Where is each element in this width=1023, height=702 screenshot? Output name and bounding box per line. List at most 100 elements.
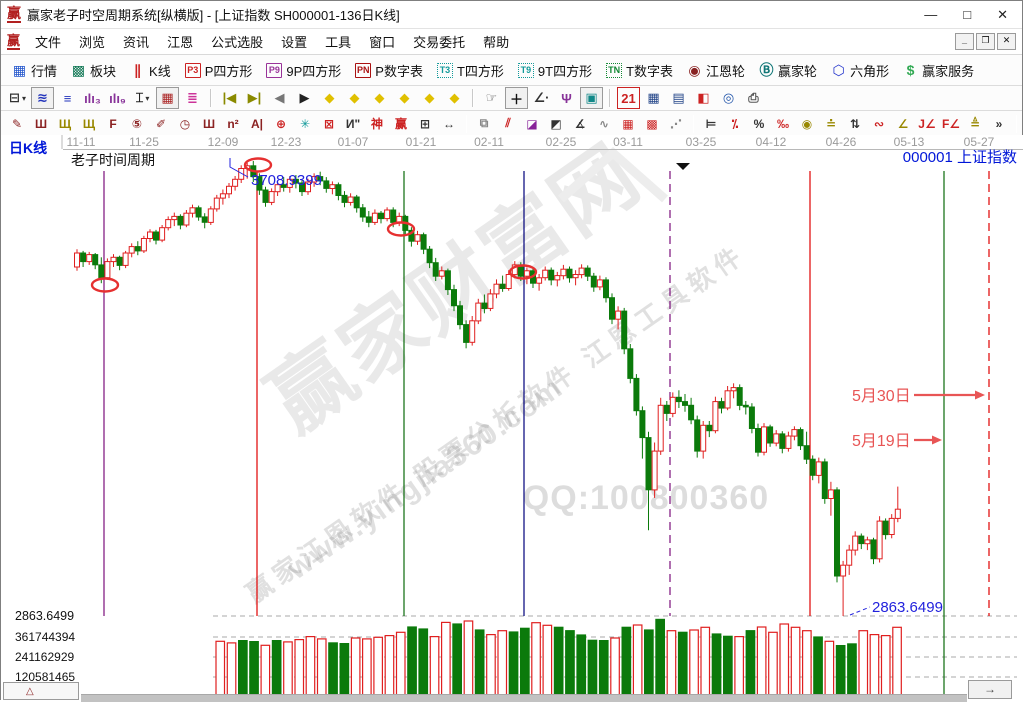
- percent-grid-tool-button[interactable]: ‰: [777, 116, 789, 131]
- hexagon-button[interactable]: ⬡ 六角形: [824, 59, 896, 82]
- prev-bar-button[interactable]: ◀: [274, 90, 285, 105]
- box-rays-tool-button[interactable]: ◩: [550, 116, 562, 131]
- f-grid-tool-button[interactable]: F: [109, 116, 117, 131]
- p9-square-button[interactable]: P9 9P四方形: [259, 59, 348, 82]
- boxed-fan-tool-button[interactable]: ◪: [526, 116, 538, 131]
- diamond-plus-button[interactable]: ◆: [424, 90, 435, 105]
- menu-help[interactable]: 帮助: [483, 34, 510, 50]
- diamond-star-button[interactable]: ◆: [449, 90, 460, 105]
- gold-angle-tool-button[interactable]: ∠: [897, 116, 909, 131]
- compass-tool-button[interactable]: ⊕: [275, 116, 287, 131]
- more-tools-chevron[interactable]: »: [995, 116, 1003, 131]
- maze-tool-button[interactable]: ▣: [580, 87, 603, 109]
- gold-grid2-tool-button[interactable]: Щ: [82, 116, 96, 131]
- bars9-button[interactable]: ılı₉: [109, 90, 126, 106]
- numbered-grid-tool-button[interactable]: ⊞: [419, 116, 431, 131]
- menu-tools[interactable]: 工具: [325, 34, 352, 50]
- menu-formula-stock-pick[interactable]: 公式选股: [211, 34, 264, 50]
- red-grid-box-tool-button[interactable]: ▩: [646, 116, 658, 131]
- zigzag-chart-button[interactable]: ≋: [31, 87, 54, 109]
- diamond-left-button[interactable]: ◆: [324, 90, 335, 105]
- gold-grid-tool-button[interactable]: Щ: [58, 116, 72, 131]
- a-line-tool-button[interactable]: A|: [250, 116, 264, 131]
- wave-tool-button[interactable]: ∿: [598, 116, 610, 131]
- histogram-button[interactable]: ≣: [187, 90, 198, 105]
- window-close-button[interactable]: ✕: [997, 7, 1008, 22]
- p-square-button[interactable]: P3 P四方形: [178, 59, 260, 82]
- angle-measure-button[interactable]: ∠·: [533, 90, 550, 105]
- goto-last-button[interactable]: ▶|: [247, 90, 262, 105]
- menu-window[interactable]: 窗口: [369, 34, 396, 50]
- candle-style-button[interactable]: ⌶: [131, 87, 154, 109]
- diamond-leftright-button[interactable]: ◆: [374, 90, 385, 105]
- window-maximize-button[interactable]: □: [963, 7, 972, 22]
- quotes-button[interactable]: ▦ 行情: [5, 59, 64, 82]
- crosshair-button[interactable]: ＋: [505, 87, 528, 109]
- angles-tool-button[interactable]: ∡: [574, 116, 586, 131]
- five-grid-tool-button[interactable]: ⑤: [131, 116, 143, 131]
- diamond-right-button[interactable]: ◆: [349, 90, 360, 105]
- window-layout-button[interactable]: ⊟: [6, 87, 29, 109]
- grid2-tool-button[interactable]: Ш: [202, 116, 216, 131]
- shen-tool-button[interactable]: 神: [370, 117, 383, 131]
- gold-angle2-tool-button[interactable]: ≜: [969, 116, 981, 131]
- wave-quote-tool-button[interactable]: И": [345, 116, 361, 131]
- window-minimize-button[interactable]: —: [924, 7, 938, 22]
- mdi-minimize-button[interactable]: _: [955, 33, 974, 50]
- notes-button[interactable]: ▤: [672, 90, 685, 105]
- calculator-button[interactable]: ▦: [647, 90, 660, 105]
- volume-pane-expand-button[interactable]: △: [3, 682, 79, 700]
- arrow-pencil-tool-button[interactable]: ⇅: [849, 116, 861, 131]
- mdi-restore-button[interactable]: ❐: [976, 33, 995, 50]
- n-square-tool-button[interactable]: n²: [227, 116, 239, 131]
- pencil-tool-button[interactable]: ✎: [11, 116, 23, 131]
- bars3-button[interactable]: ılı₃: [84, 90, 101, 106]
- calendar-button[interactable]: 21: [617, 87, 640, 109]
- percent-line-tool-button[interactable]: ⁒: [731, 116, 739, 131]
- percent-tool-button[interactable]: %: [753, 116, 765, 131]
- horizontal-scrollbar[interactable]: [81, 694, 967, 702]
- grid-tool-button[interactable]: Ш: [34, 116, 48, 131]
- parallel-lines-tool-button[interactable]: ⋰: [670, 116, 682, 131]
- mdi-close-button[interactable]: ✕: [997, 33, 1016, 50]
- gann-fan-tool-button[interactable]: ⫽: [505, 116, 511, 130]
- menu-file[interactable]: 文件: [35, 34, 62, 50]
- t-square-button[interactable]: T3 T四方形: [430, 59, 511, 82]
- winner-wheel-button[interactable]: Ⓑ 赢家轮: [752, 59, 824, 82]
- f-angle-tool-button[interactable]: F∠: [941, 116, 961, 131]
- gann-wheel-button[interactable]: ◉ 江恩轮: [680, 59, 752, 82]
- hand-tool-button[interactable]: ☞: [485, 90, 498, 105]
- gold-circle-tool-button[interactable]: ◉: [801, 116, 813, 131]
- sectors-button[interactable]: ▩ 板块: [64, 59, 123, 82]
- scroll-right-button[interactable]: →: [968, 680, 1012, 699]
- t-number-table-button[interactable]: TN T数字表: [599, 59, 680, 82]
- t9-square-button[interactable]: T9 9T四方形: [511, 59, 599, 82]
- gold-line-tool-button[interactable]: ≐: [825, 116, 837, 131]
- gann-shape-button[interactable]: Ψ: [561, 90, 572, 106]
- j-angle-tool-button[interactable]: J∠: [918, 116, 936, 131]
- menu-settings[interactable]: 设置: [281, 34, 308, 50]
- win-tool-button[interactable]: 赢: [394, 117, 407, 131]
- p-number-table-button[interactable]: PN P数字表: [348, 59, 430, 82]
- diamond-cross-button[interactable]: ◆: [399, 90, 410, 105]
- menu-trade-entrust[interactable]: 交易委托: [413, 34, 466, 50]
- printer-button[interactable]: ⎙: [748, 90, 759, 105]
- menu-gann[interactable]: 江恩: [167, 34, 194, 50]
- main-chart[interactable]: 赢家财富网 赢家江恩软件 股票分析软件 江恩工具软件 www.yingjia360.…: [1, 135, 1023, 701]
- clock-grid-tool-button[interactable]: ◷: [179, 116, 191, 131]
- box-measure-tool-button[interactable]: ⧉: [479, 116, 489, 130]
- menu-browse[interactable]: 浏览: [79, 34, 106, 50]
- info-doc-button[interactable]: ≡: [63, 90, 72, 106]
- red-grid-tool-button[interactable]: ▦: [622, 116, 634, 131]
- boxed-star-tool-button[interactable]: ⊠: [323, 116, 335, 131]
- scale-tool-button[interactable]: ⊨: [705, 116, 717, 131]
- goto-first-button[interactable]: |◀: [222, 90, 237, 105]
- kline-button[interactable]: ∥ K线: [123, 59, 178, 82]
- gann-pattern-button[interactable]: ▦: [156, 87, 179, 109]
- wave-box-tool-button[interactable]: ∾: [873, 116, 885, 131]
- star-tool-button[interactable]: ✳: [299, 116, 311, 131]
- disk-globe-button[interactable]: ◎: [722, 90, 735, 105]
- winner-service-button[interactable]: $ 赢家服务: [896, 59, 981, 82]
- next-bar-button[interactable]: ▶: [299, 90, 310, 105]
- rocket-tool-button[interactable]: ✐: [155, 116, 167, 131]
